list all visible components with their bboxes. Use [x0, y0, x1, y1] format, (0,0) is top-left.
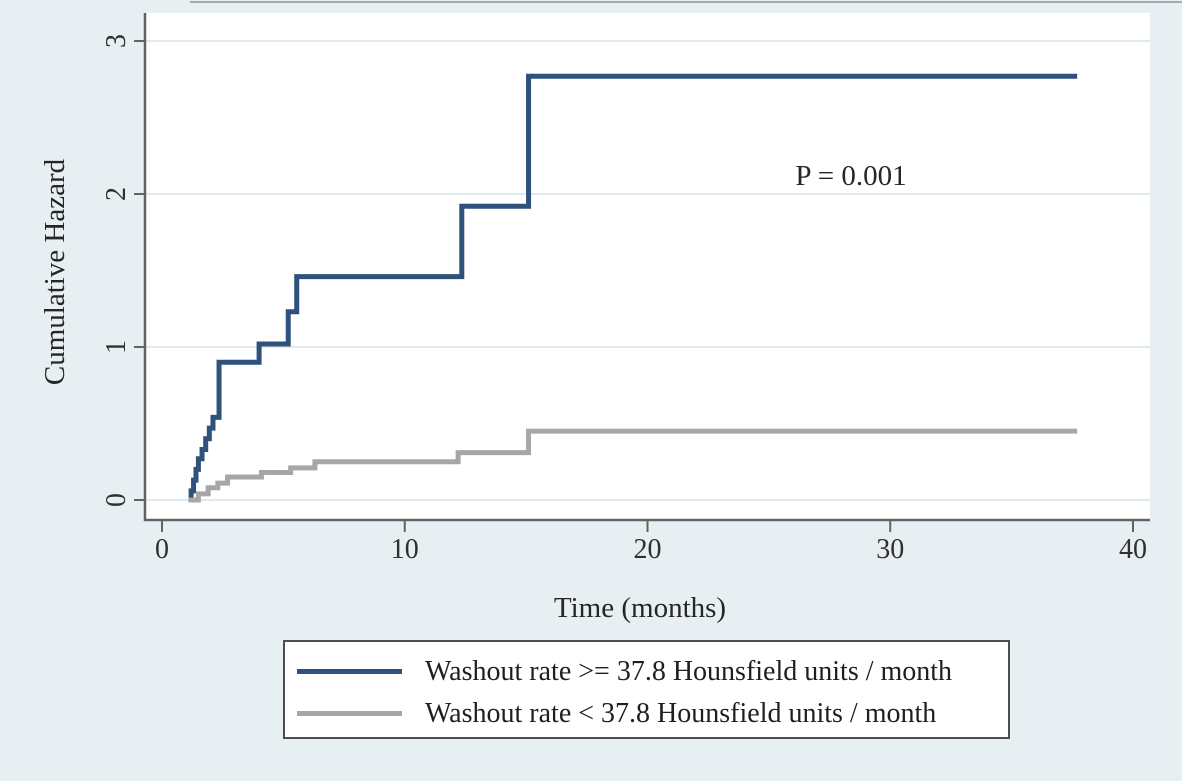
x-tick-label: 40	[1119, 534, 1147, 565]
x-tick-label: 10	[390, 534, 419, 565]
legend-label: Washout rate >= 37.8 Hounsfield units / …	[425, 656, 953, 687]
hazard-curve-low-washout	[188, 428, 1078, 503]
x-tick-label: 20	[633, 534, 662, 565]
legend-entry-high-washout: Washout rate >= 37.8 Hounsfield units / …	[285, 654, 1008, 690]
legend: Washout rate >= 37.8 Hounsfield units / …	[283, 640, 1010, 739]
hazard-curve-high-washout	[188, 73, 1078, 503]
y-tick-label: 0	[101, 493, 132, 507]
legend-label: Washout rate < 37.8 Hounsfield units / m…	[425, 698, 937, 729]
p-value-annotation: P = 0.001	[795, 160, 907, 192]
y-axis-title: Cumulative Hazard	[39, 158, 71, 386]
y-tick-label: 2	[101, 187, 132, 201]
y-tick-label: 1	[101, 340, 132, 354]
legend-line-swatch-gray	[297, 711, 402, 716]
x-tick-label: 0	[155, 534, 169, 565]
plot-area	[146, 13, 1150, 520]
x-tick-label: 30	[876, 534, 905, 565]
x-axis-title: Time (months)	[553, 592, 727, 624]
figure-top-border-line	[190, 1, 1182, 3]
legend-line-swatch-navy	[297, 669, 402, 674]
legend-entry-low-washout: Washout rate < 37.8 Hounsfield units / m…	[285, 696, 1008, 732]
y-tick-label: 3	[101, 34, 132, 48]
